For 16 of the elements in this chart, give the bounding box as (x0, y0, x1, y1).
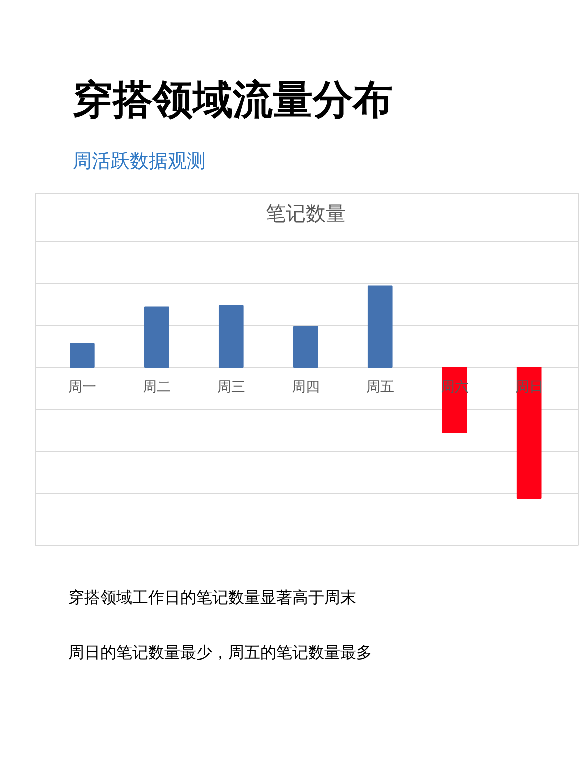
x-tick-label: 周五 (366, 379, 394, 396)
text: 周日的笔记数量最少，周五的笔记数量最多 (68, 643, 372, 662)
bar (516, 366, 542, 499)
bar (144, 306, 170, 368)
chart-title: 笔记数量 (266, 202, 346, 226)
x-tick-label: 周二 (142, 379, 171, 396)
x-tick-label: 周一 (68, 379, 96, 396)
text: 穿搭领域流量分布 (72, 78, 393, 124)
x-tick-label: 周四 (292, 379, 320, 396)
bar (368, 286, 393, 368)
bar (293, 326, 318, 368)
bar (218, 305, 244, 368)
text: 周活跃数据观测 (72, 150, 206, 172)
text: 穿搭领域工作日的笔记数量显著高于周末 (68, 588, 356, 607)
bar (70, 343, 95, 368)
x-tick-label: 周三 (217, 379, 246, 396)
